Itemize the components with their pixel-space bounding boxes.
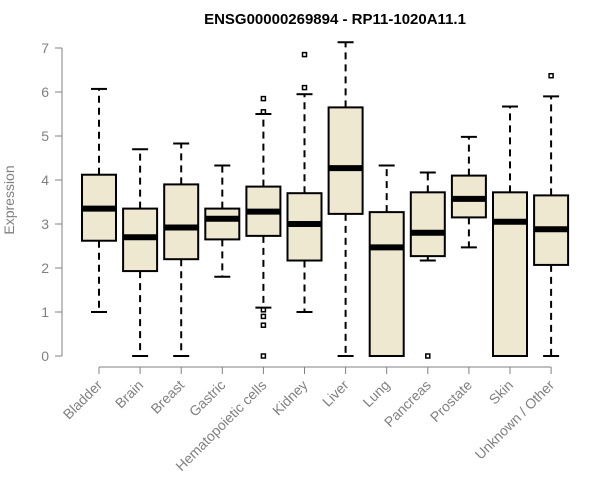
outlier-point [260, 322, 267, 328]
outlier-point [548, 72, 554, 79]
iqr-box [204, 207, 241, 241]
outlier-point [260, 353, 267, 359]
box-gastric [204, 164, 241, 278]
y-tick-label: 6 [41, 84, 49, 100]
outlier-point [301, 84, 308, 91]
box-hematopoietic-cells [245, 95, 282, 359]
box-unknown-other [533, 72, 570, 357]
box-bladder [81, 87, 117, 313]
box-skin [492, 105, 528, 357]
iqr-box [492, 191, 528, 357]
x-tick-label: Lung [359, 377, 392, 410]
y-tick-label: 0 [41, 348, 49, 364]
iqr-box [327, 106, 364, 215]
outlier-point [425, 353, 431, 359]
x-tick-label: Bladder [60, 377, 106, 423]
box-liver [327, 41, 364, 357]
y-axis: 0 1 2 3 4 5 6 7 [41, 40, 63, 364]
x-tick-label: Kidney [269, 377, 311, 419]
iqr-box [163, 183, 200, 261]
x-tick-label: Skin [486, 377, 517, 408]
chart-title: ENSG00000269894 - RP11-1020A11.1 [204, 11, 466, 28]
x-tick-label: Breast [147, 377, 187, 417]
box-prostate [450, 135, 487, 249]
box-brain [122, 148, 159, 357]
outlier-point [260, 95, 267, 102]
y-tick-label: 5 [41, 128, 49, 144]
y-tick-label: 7 [41, 40, 49, 56]
y-axis-title: Expression [1, 165, 17, 234]
y-tick-label: 3 [41, 216, 49, 232]
box-lung [368, 164, 405, 357]
x-tick-label: Liver [319, 377, 352, 410]
box-pancreas [409, 171, 446, 359]
x-tick-label: Prostate [427, 377, 475, 425]
y-tick-label: 4 [41, 172, 49, 188]
box-breast [163, 142, 200, 357]
outlier-point [301, 51, 308, 58]
outlier-point [260, 313, 267, 320]
iqr-box [368, 211, 405, 357]
outlier-point [260, 109, 267, 115]
y-tick-label: 1 [41, 304, 49, 320]
iqr-box [409, 191, 446, 258]
box-series [81, 41, 570, 359]
box-kidney [286, 51, 323, 313]
x-tick-label: Brain [112, 377, 146, 411]
outlier-point [260, 307, 267, 313]
y-tick-label: 2 [41, 260, 49, 276]
